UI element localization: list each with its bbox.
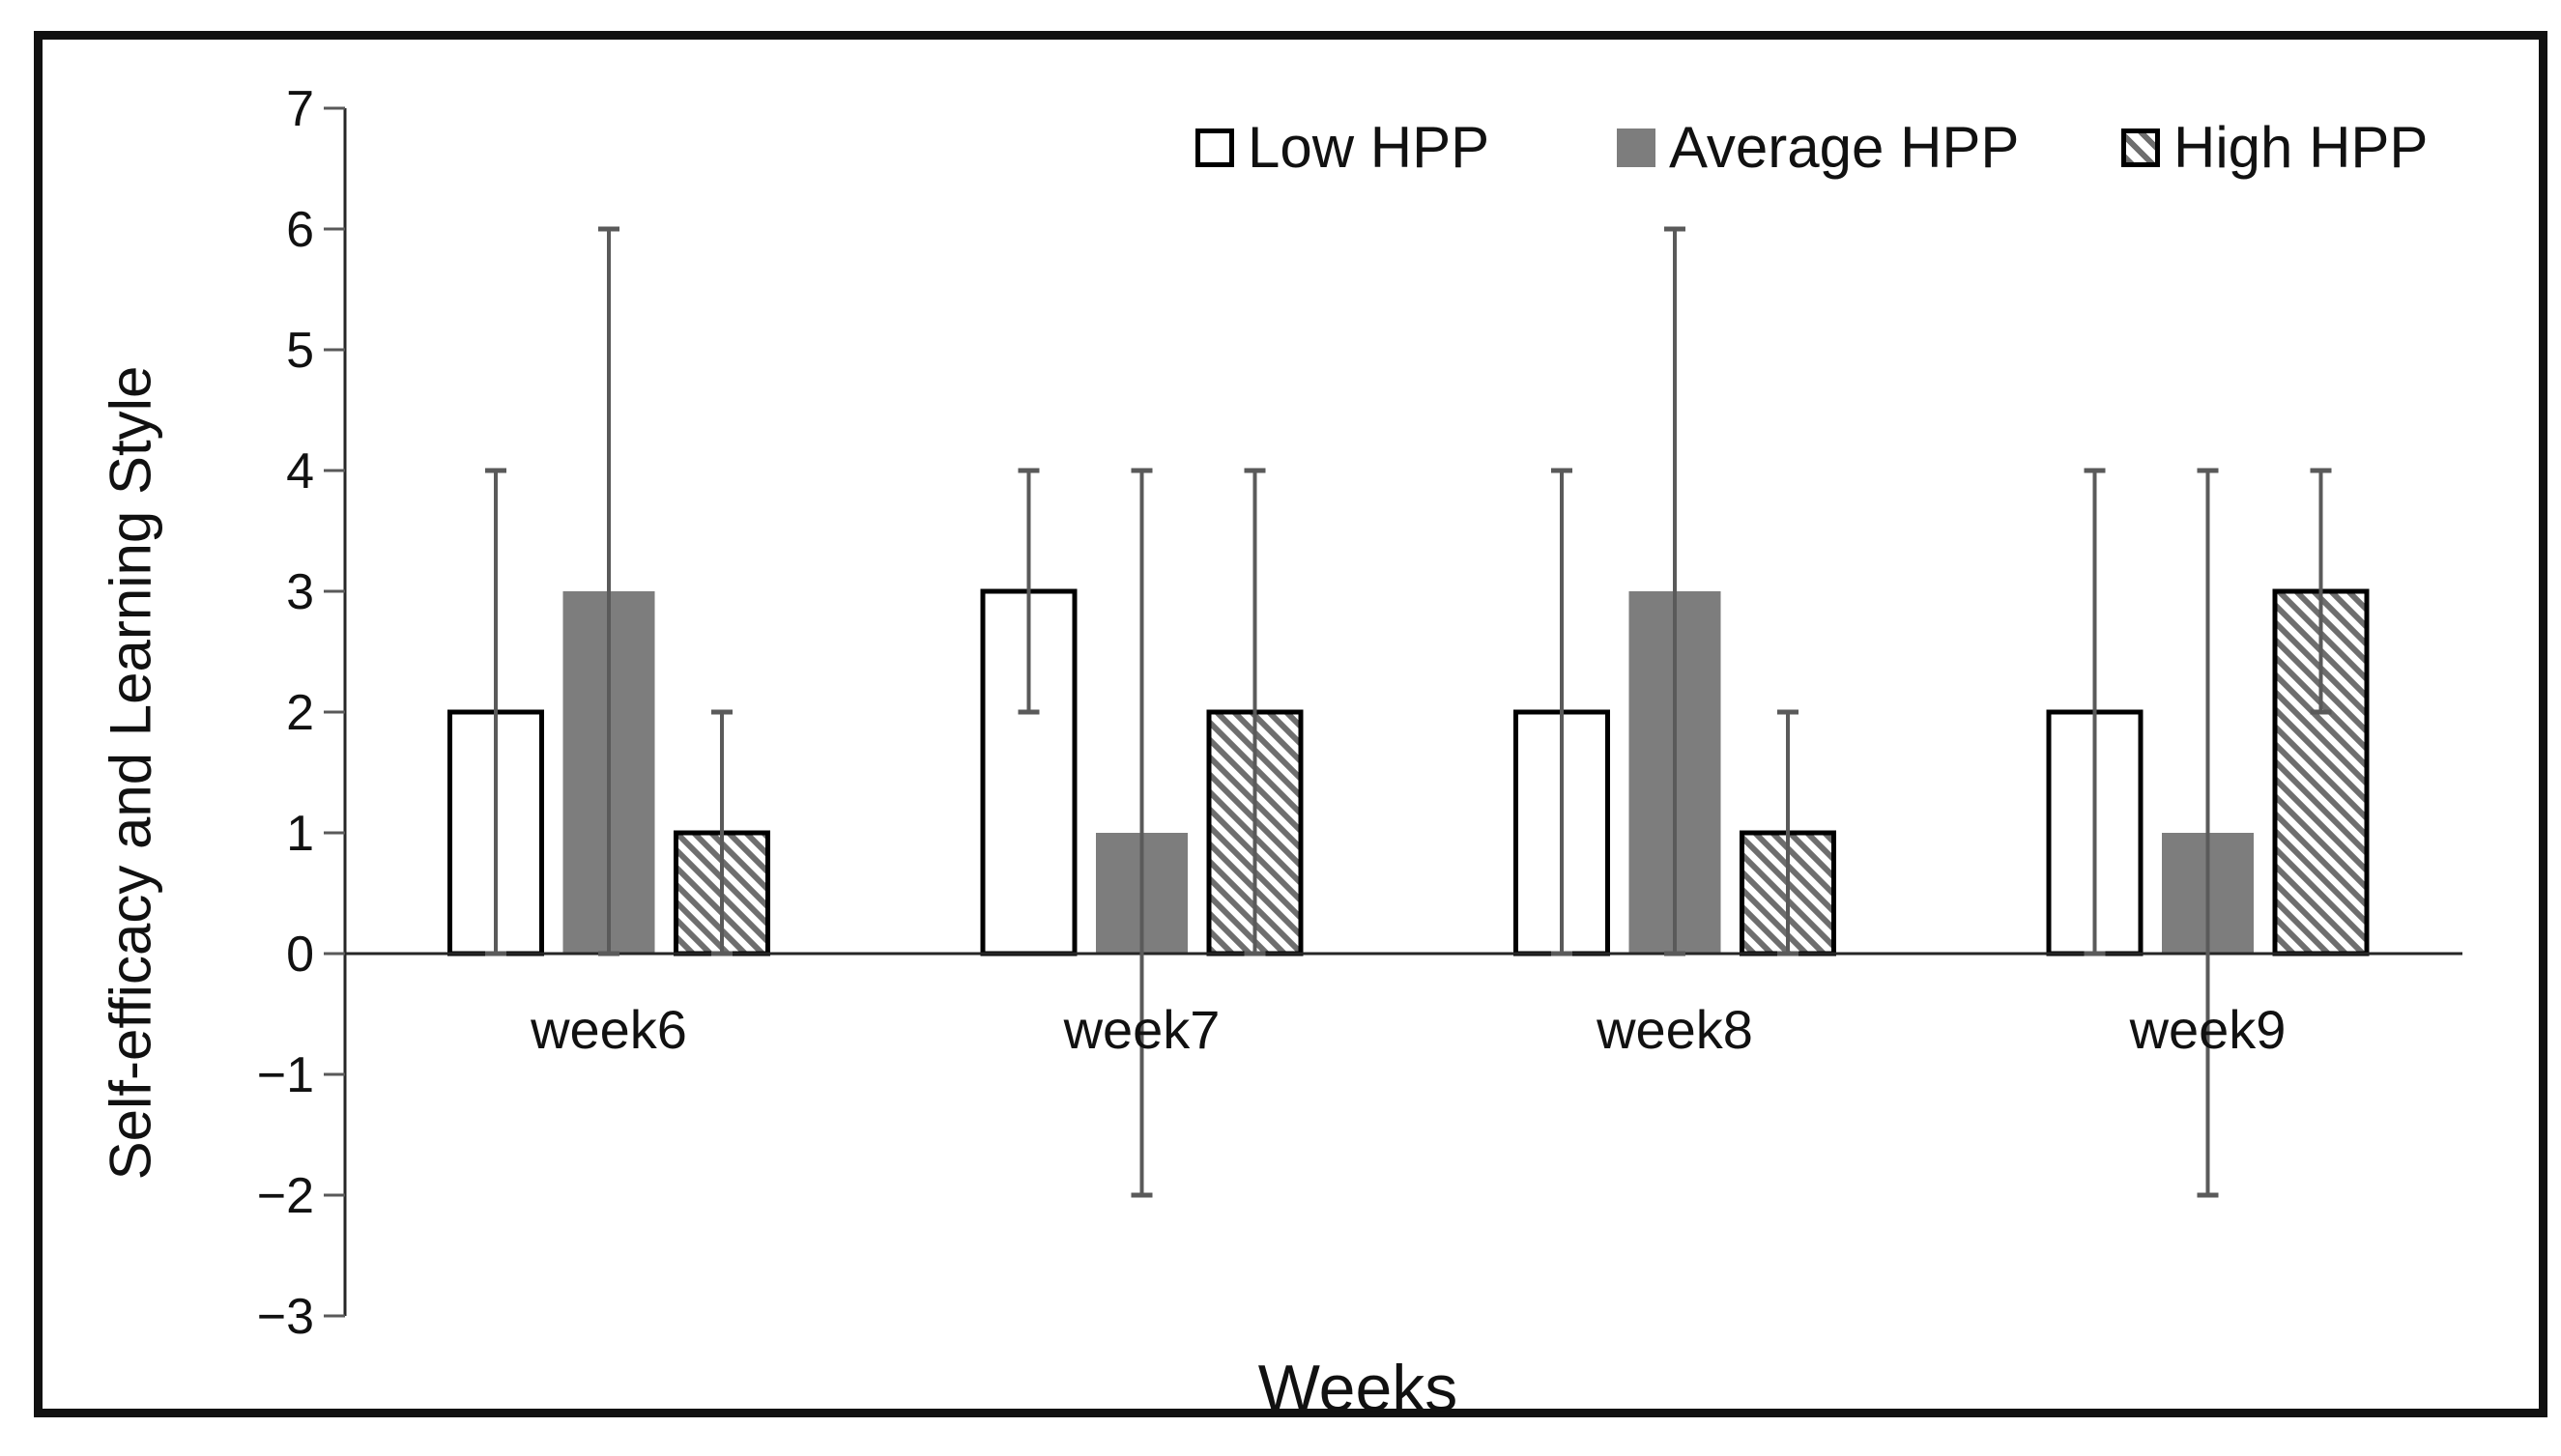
y-tick-label-0: 0	[286, 927, 314, 983]
y-tick-label-1: 1	[286, 806, 314, 862]
y-tick-label--1: −1	[257, 1047, 314, 1103]
y-tick-label-7: 7	[286, 81, 314, 137]
y-tick-label-4: 4	[286, 443, 314, 500]
x-category-label-week9: week9	[2129, 999, 2287, 1060]
y-tick-label-5: 5	[286, 323, 314, 379]
y-tick-label-2: 2	[286, 685, 314, 741]
y-tick-label--2: −2	[257, 1168, 314, 1224]
axis-tick-labels-layer: 7 6 5 4 3 2 1 0 −1 −2 −3 week6 week7 week8 week9	[257, 81, 2287, 1345]
x-category-label-week6: week6	[530, 999, 687, 1060]
x-category-label-week8: week8	[1596, 999, 1753, 1060]
axes-layer	[324, 106, 2462, 1318]
y-tick-label-3: 3	[286, 564, 314, 620]
x-category-label-week7: week7	[1063, 999, 1221, 1060]
y-tick-label--3: −3	[257, 1289, 314, 1345]
y-axis-title: Self-efficacy and Learning Style	[98, 365, 163, 1181]
bars-layer	[447, 588, 2370, 956]
error-bars-layer	[485, 226, 2332, 1198]
y-tick-label-6: 6	[286, 202, 314, 258]
x-axis-title: Weeks	[1257, 1352, 1458, 1425]
